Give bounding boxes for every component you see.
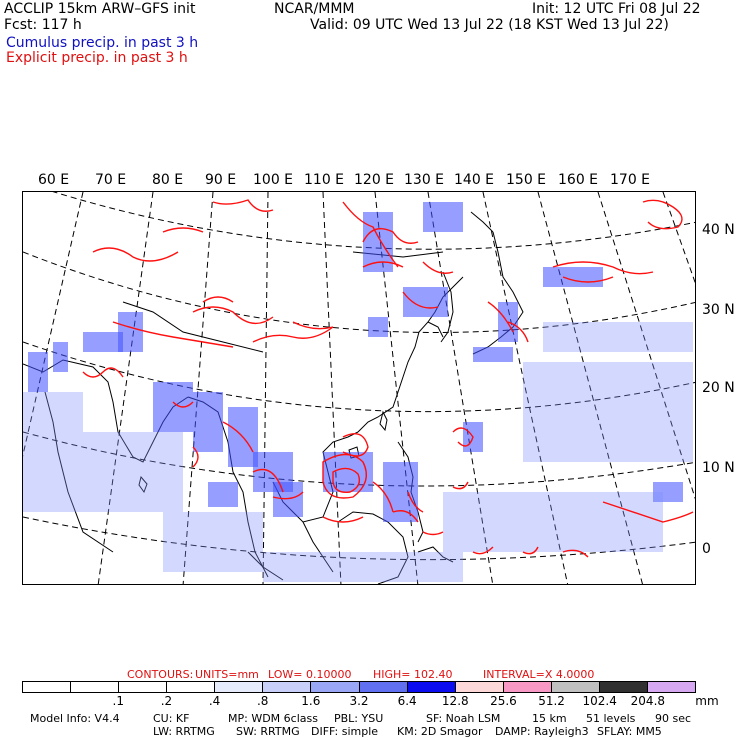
- colorbar-label: 51.2: [538, 694, 565, 708]
- colorbar-label: 204.8: [630, 694, 666, 708]
- mp-scheme: MP: WDM 6class: [228, 712, 318, 725]
- colorbar-segment: [23, 682, 72, 692]
- colorbar-segment: [455, 682, 504, 692]
- colorbar-segment: [599, 682, 649, 692]
- sf-scheme: SF: Noah LSM: [426, 712, 501, 725]
- colorbar-unit: mm: [695, 694, 719, 708]
- colorbar-segment: [503, 682, 552, 692]
- colorbar-segment: [648, 682, 696, 692]
- model-info: Model Info: V4.4: [30, 712, 120, 725]
- cumulus-precip-light: [23, 322, 693, 582]
- lat-label-40n: 40 N: [702, 222, 735, 238]
- levels: 51 levels: [586, 712, 636, 725]
- init-time: Init: 12 UTC Fri 08 Jul 22: [532, 1, 701, 17]
- forecast-hour: Fcst: 117 h: [4, 17, 82, 33]
- explicit-precip: [82, 199, 694, 558]
- contours-interval: INTERVAL=X 4.0000: [483, 668, 595, 681]
- timestep: 90 sec: [655, 712, 692, 725]
- lon-label-70e: 70 E: [95, 172, 127, 188]
- lat-label-10n: 10 N: [702, 460, 735, 476]
- lat-label-30n: 30 N: [702, 302, 735, 318]
- colorbar-segment: [167, 682, 216, 692]
- colorbar-label: 1.6: [301, 694, 321, 708]
- colorbar-segment: [71, 682, 120, 692]
- contours-high: HIGH= 102.40: [373, 668, 453, 681]
- precipitation-map: [22, 191, 696, 585]
- lw-scheme: LW: RRTMG: [153, 725, 215, 738]
- pbl-scheme: PBL: YSU: [334, 712, 384, 725]
- colorbar-segment: [215, 682, 264, 692]
- colorbar-segment: [359, 682, 408, 692]
- colorbar-label: 25.6: [490, 694, 517, 708]
- latitude-grid: [23, 192, 695, 561]
- contours-low: LOW= 0.10000: [268, 668, 352, 681]
- legend-explicit: Explicit precip. in past 3 h: [6, 50, 188, 66]
- contours-units: UNITS=mm: [195, 668, 259, 681]
- colorbar-segment: [551, 682, 600, 692]
- colorbar: [22, 681, 696, 693]
- lon-label-100e: 100 E: [253, 172, 294, 188]
- lon-label-110e: 110 E: [304, 172, 345, 188]
- lon-label-140e: 140 E: [454, 172, 495, 188]
- colorbar-label: .1: [112, 694, 125, 708]
- lat-label-0: 0: [702, 541, 711, 557]
- valid-time: Valid: 09 UTC Wed 13 Jul 22 (18 KST Wed …: [310, 17, 669, 33]
- colorbar-label: .2: [160, 694, 173, 708]
- colorbar-label: 102.4: [582, 694, 617, 708]
- colorbar-label: 6.4: [397, 694, 417, 708]
- lon-label-90e: 90 E: [205, 172, 237, 188]
- organization-label: NCAR/MMM: [274, 1, 355, 17]
- legend-cumulus: Cumulus precip. in past 3 h: [6, 35, 199, 51]
- sw-scheme: SW: RRTMG: [236, 725, 300, 738]
- colorbar-segment: [119, 682, 168, 692]
- colorbar-label: 12.8: [441, 694, 469, 708]
- colorbar-label: 3.2: [349, 694, 369, 708]
- diff-scheme: DIFF: simple: [311, 725, 379, 738]
- colorbar-segment: [407, 682, 456, 692]
- lon-label-150e: 150 E: [506, 172, 547, 188]
- km-scheme: KM: 2D Smagor: [397, 725, 483, 738]
- colorbar-segment: [311, 682, 360, 692]
- contours-label: CONTOURS:: [127, 668, 194, 681]
- colorbar-segment: [263, 682, 312, 692]
- damp-scheme: DAMP: Rayleigh3: [495, 725, 589, 738]
- lon-label-120e: 120 E: [354, 172, 395, 188]
- sflay-scheme: SFLAY: MM5: [597, 725, 662, 738]
- map-canvas: [23, 192, 695, 584]
- lon-label-170e: 170 E: [610, 172, 651, 188]
- lon-label-60e: 60 E: [38, 172, 70, 188]
- lon-label-130e: 130 E: [404, 172, 445, 188]
- colorbar-label: .8: [256, 694, 269, 708]
- colorbar-label: .4: [208, 694, 221, 708]
- resolution: 15 km: [532, 712, 567, 725]
- cu-scheme: CU: KF: [153, 712, 190, 725]
- model-title: ACCLIP 15km ARW–GFS init: [4, 1, 196, 17]
- lat-label-20n: 20 N: [702, 380, 735, 396]
- lon-label-80e: 80 E: [152, 172, 184, 188]
- lon-label-160e: 160 E: [558, 172, 599, 188]
